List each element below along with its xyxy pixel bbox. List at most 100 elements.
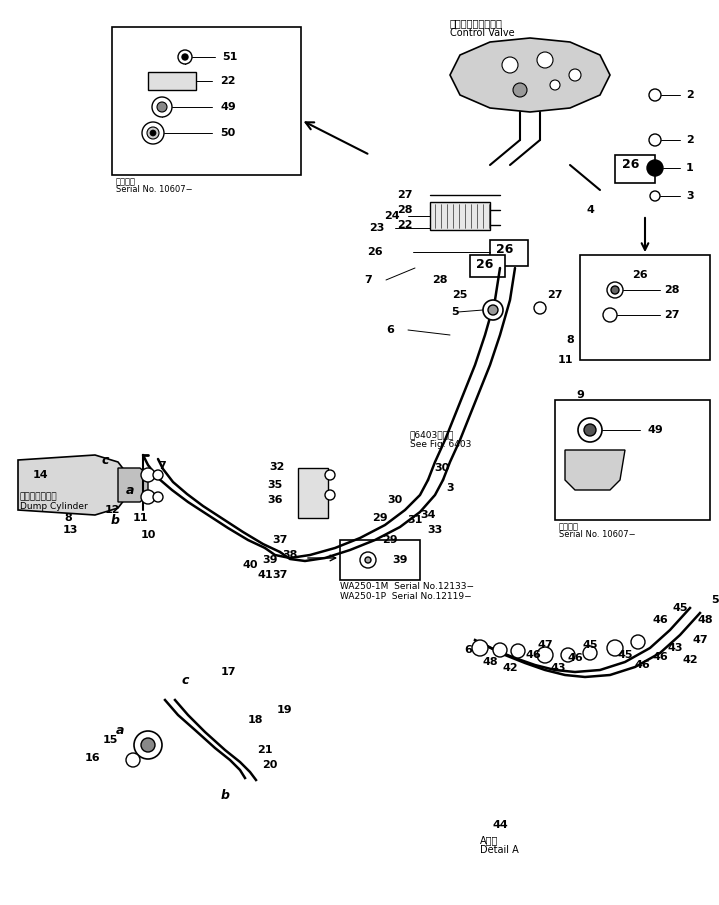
Bar <box>112 27 301 175</box>
Circle shape <box>142 122 164 144</box>
Polygon shape <box>18 455 128 515</box>
Text: 16: 16 <box>85 753 101 763</box>
Bar <box>580 255 710 360</box>
Polygon shape <box>450 38 610 112</box>
Circle shape <box>631 635 645 649</box>
Text: 39: 39 <box>262 555 278 565</box>
Text: 27: 27 <box>398 190 413 200</box>
Circle shape <box>578 418 602 442</box>
Text: 26: 26 <box>367 247 383 257</box>
Bar <box>555 400 710 520</box>
Text: 8: 8 <box>566 335 574 345</box>
Text: 3: 3 <box>686 191 694 201</box>
Text: 3: 3 <box>446 483 454 493</box>
Text: 49: 49 <box>220 102 236 112</box>
Circle shape <box>325 490 335 500</box>
Text: 50: 50 <box>221 128 236 138</box>
Text: 38: 38 <box>283 550 298 560</box>
Text: 47: 47 <box>692 635 707 645</box>
Text: 6: 6 <box>386 325 394 335</box>
Text: 20: 20 <box>262 760 278 770</box>
Text: 11: 11 <box>132 513 147 523</box>
Text: a: a <box>116 723 124 737</box>
Text: 13: 13 <box>63 525 78 535</box>
Text: 46: 46 <box>652 615 668 625</box>
Text: c: c <box>181 673 188 687</box>
Text: 33: 33 <box>427 525 443 535</box>
Text: 26: 26 <box>632 270 648 280</box>
Text: 27: 27 <box>664 310 679 320</box>
Circle shape <box>607 282 623 298</box>
Text: 48: 48 <box>697 615 713 625</box>
Text: 28: 28 <box>398 205 413 215</box>
Circle shape <box>649 89 661 101</box>
Text: 45: 45 <box>617 650 633 660</box>
Circle shape <box>325 470 335 480</box>
Text: 28: 28 <box>432 275 448 285</box>
Circle shape <box>483 300 503 320</box>
Text: 46: 46 <box>634 660 650 670</box>
Bar <box>430 202 490 230</box>
Text: 7: 7 <box>158 461 166 471</box>
Circle shape <box>147 127 159 139</box>
Text: コントロールバルブ: コントロールバルブ <box>450 18 503 28</box>
Text: See Fig. 6403: See Fig. 6403 <box>410 440 472 449</box>
Text: 30: 30 <box>434 463 449 473</box>
Circle shape <box>157 102 167 112</box>
Text: 2: 2 <box>686 135 694 145</box>
Circle shape <box>152 97 172 117</box>
Text: 10: 10 <box>140 530 156 540</box>
Circle shape <box>472 640 488 656</box>
Text: 11: 11 <box>557 355 573 365</box>
Text: 46: 46 <box>525 650 541 660</box>
Circle shape <box>561 648 575 662</box>
Circle shape <box>511 644 525 658</box>
Bar <box>148 72 196 90</box>
Circle shape <box>649 134 661 146</box>
Bar <box>490 240 528 266</box>
Text: 46: 46 <box>652 652 668 662</box>
Text: Serial No. 10607−: Serial No. 10607− <box>116 185 193 194</box>
Circle shape <box>493 643 507 657</box>
Text: WA250-1P  Serial No.12119−: WA250-1P Serial No.12119− <box>340 592 472 601</box>
Circle shape <box>488 305 498 315</box>
Text: 45: 45 <box>672 603 688 613</box>
Circle shape <box>513 83 527 97</box>
Circle shape <box>153 470 163 480</box>
Text: 34: 34 <box>420 510 436 520</box>
Text: 30: 30 <box>388 495 403 505</box>
Text: b: b <box>221 788 229 802</box>
Text: 24: 24 <box>384 211 400 221</box>
Text: 图6403図参照: 图6403図参照 <box>410 430 454 439</box>
Circle shape <box>365 557 371 563</box>
Text: 適用号機: 適用号機 <box>116 177 136 186</box>
Text: 37: 37 <box>273 535 288 545</box>
Text: 31: 31 <box>407 515 423 525</box>
Text: 27: 27 <box>547 290 563 300</box>
Text: 28: 28 <box>664 285 679 295</box>
Text: 23: 23 <box>370 223 385 233</box>
Bar <box>298 468 328 518</box>
Text: Serial No. 10607−: Serial No. 10607− <box>559 530 636 539</box>
Text: 適用号機: 適用号機 <box>559 522 579 531</box>
Text: b: b <box>111 513 119 527</box>
Text: 1: 1 <box>686 163 694 173</box>
Text: 7: 7 <box>364 275 372 285</box>
Text: 41: 41 <box>257 570 273 580</box>
Text: 19: 19 <box>278 705 293 715</box>
Circle shape <box>537 52 553 68</box>
Text: 29: 29 <box>372 513 388 523</box>
Text: Detail A: Detail A <box>480 845 518 855</box>
Circle shape <box>583 646 597 660</box>
Text: 4: 4 <box>586 205 594 215</box>
Circle shape <box>153 492 163 502</box>
Text: 42: 42 <box>682 655 698 665</box>
Text: ダンプシリンダ: ダンプシリンダ <box>20 492 58 501</box>
Text: Control Valve: Control Valve <box>450 28 515 38</box>
Text: 29: 29 <box>383 535 398 545</box>
Circle shape <box>569 69 581 81</box>
Circle shape <box>141 738 155 752</box>
Text: 43: 43 <box>550 663 566 673</box>
Text: 48: 48 <box>482 657 498 667</box>
Circle shape <box>178 50 192 64</box>
